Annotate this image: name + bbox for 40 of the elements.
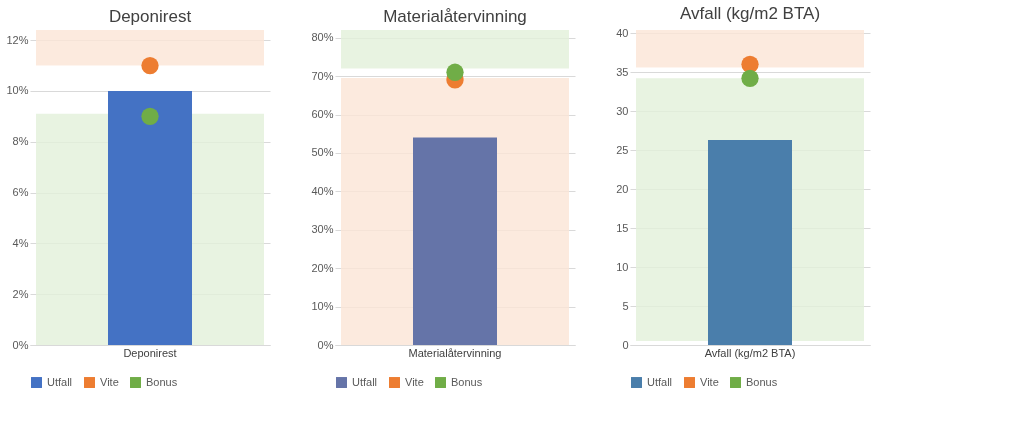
y-tick-label: 4% [12,236,29,249]
y-tick-label: 10% [311,300,334,313]
y-tick-label: 6% [12,186,29,199]
legend-label: Bonus [746,375,778,388]
text: Deponirest [123,346,177,359]
x-tick-label: Avfall (kg/m2 BTA) [679,4,821,24]
text: Materialåtervinning [408,346,502,359]
y-tick-label: 80% [311,31,334,44]
y-tick-label: 2% [12,287,29,300]
legend-label: Utfall [47,375,73,388]
y-tick-label: 10 [616,260,629,273]
legend-label: Bonus [451,375,483,388]
y-tick-label: 12% [6,33,29,46]
legend-label: Vite [700,375,719,388]
y-tick-label: 20% [311,261,334,274]
y-tick-label: 5 [622,299,629,312]
text: Avfall (kg/m2 BTA) [704,346,796,359]
y-tick-label: 70% [311,69,334,82]
y-tick-label: 0% [317,338,334,351]
legend-label: Vite [100,375,119,388]
y-tick-label: 35 [616,65,629,78]
y-tick-label: 8% [12,135,29,148]
y-tick-label: 10% [6,84,29,97]
y-tick-label: 25 [616,143,629,156]
y-tick-label: 40 [616,26,629,39]
y-tick-label: 0 [622,338,629,351]
y-tick-label: 30% [311,223,334,236]
y-tick-label: 20 [616,182,629,195]
y-tick-label: 15 [616,221,629,234]
x-tick-label: Materialåtervinning [383,7,527,26]
y-tick-label: 40% [311,184,334,197]
y-tick-label: 50% [311,146,334,159]
legend-label: Utfall [647,375,673,388]
x-tick-label: Deponirest [108,7,192,26]
y-tick-label: 0% [12,338,29,351]
legend-label: Utfall [352,375,378,388]
y-tick-label: 60% [311,108,334,121]
legend-label: Bonus [146,375,178,388]
y-tick-label: 30 [616,104,629,117]
legend-label: Vite [405,375,424,388]
